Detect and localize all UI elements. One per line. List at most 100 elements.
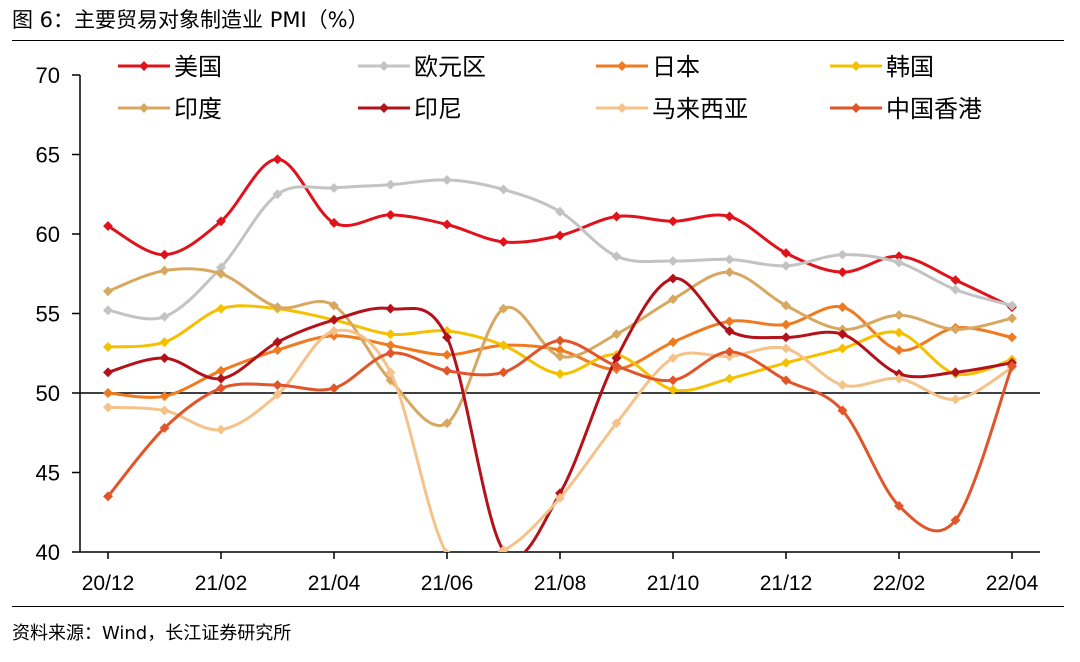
x-tick-label: 22/04 (986, 572, 1039, 595)
legend-swatch-marker (617, 61, 627, 71)
data-point (668, 256, 678, 266)
data-point (724, 211, 735, 222)
data-point (950, 394, 961, 405)
data-point (442, 365, 452, 376)
source-note: 资料来源：Wind，长江证券研究所 (12, 623, 292, 644)
x-tick-label: 20/12 (82, 572, 135, 595)
data-point (159, 405, 170, 416)
data-point (103, 367, 113, 378)
data-point (159, 391, 170, 402)
data-point (1007, 300, 1017, 311)
data-point (329, 383, 339, 394)
data-point (781, 319, 791, 330)
data-point (272, 380, 283, 390)
data-point (103, 286, 113, 297)
data-point (894, 373, 904, 384)
legend-label: 美国 (174, 54, 222, 81)
data-point (216, 383, 226, 394)
data-point (498, 340, 509, 351)
legend-label: 马来西亚 (652, 96, 748, 123)
data-point (442, 418, 452, 429)
data-point (894, 327, 904, 338)
data-point (555, 230, 565, 241)
data-point (950, 367, 961, 378)
data-point (894, 500, 904, 511)
data-point (216, 424, 226, 435)
data-point (442, 174, 452, 185)
data-point (668, 337, 678, 348)
y-tick-label: 60 (36, 222, 60, 247)
x-tick-label: 21/08 (534, 572, 587, 595)
series-line (106, 157, 1014, 309)
data-point (555, 206, 565, 217)
data-point (103, 388, 113, 398)
data-point (668, 273, 678, 284)
data-point (837, 329, 848, 340)
data-point (950, 324, 961, 335)
data-point (442, 219, 452, 230)
data-point (272, 154, 283, 165)
data-point (668, 375, 678, 386)
data-point (1007, 313, 1017, 324)
data-point (385, 367, 396, 378)
series-line (106, 338, 1014, 533)
x-tick-label: 21/02 (195, 572, 248, 595)
legend-item: 欧元区 (358, 54, 486, 81)
data-point (216, 216, 226, 227)
data-point (555, 368, 565, 379)
legend-label: 韩国 (886, 54, 934, 81)
data-point (781, 357, 791, 368)
data-point (611, 211, 622, 222)
legend-swatch-marker (139, 61, 149, 71)
data-point (498, 303, 509, 314)
data-point (611, 329, 622, 340)
data-point (385, 179, 396, 190)
data-point (216, 303, 226, 314)
x-tick-label: 21/10 (647, 572, 700, 595)
data-point (159, 265, 170, 276)
data-point (950, 515, 961, 526)
data-point (1007, 332, 1017, 343)
legend-item: 韩国 (830, 54, 934, 81)
legend-label: 日本 (652, 54, 700, 81)
x-tick-label: 21/12 (760, 572, 813, 595)
legend-item: 印尼 (358, 96, 462, 123)
series-8 (103, 335, 1017, 533)
y-tick-label: 65 (36, 143, 60, 168)
data-point (837, 343, 848, 354)
data-point (159, 249, 170, 260)
data-point (385, 340, 396, 351)
data-point (103, 305, 113, 316)
data-point (385, 209, 396, 220)
data-point (272, 337, 283, 348)
data-point (329, 182, 339, 193)
data-point (216, 268, 226, 279)
data-point (837, 380, 848, 390)
data-point (216, 365, 226, 376)
data-point (555, 335, 565, 346)
data-point (668, 353, 678, 363)
data-point (611, 361, 622, 371)
data-point (385, 348, 396, 359)
data-point (894, 310, 904, 321)
data-point (668, 294, 678, 305)
y-tick-label: 55 (36, 302, 60, 327)
series-5 (103, 265, 1017, 429)
data-point (668, 216, 678, 227)
data-point (272, 345, 283, 356)
legend-swatch-marker (139, 103, 149, 113)
data-point (216, 373, 226, 384)
data-point (668, 384, 678, 395)
data-point (950, 275, 961, 286)
figure-title: 图 6：主要贸易对象制造业 PMI（%） (12, 8, 369, 32)
series-2 (103, 174, 1017, 322)
data-point (611, 353, 622, 363)
series-6 (103, 273, 1017, 552)
data-point (442, 349, 452, 360)
data-point (724, 316, 735, 327)
legend-swatch-marker (851, 103, 861, 113)
legend-item: 中国香港 (830, 96, 982, 123)
top-rule (12, 40, 1064, 41)
x-tick-label: 21/06 (421, 572, 474, 595)
bottom-rule (12, 606, 1064, 607)
